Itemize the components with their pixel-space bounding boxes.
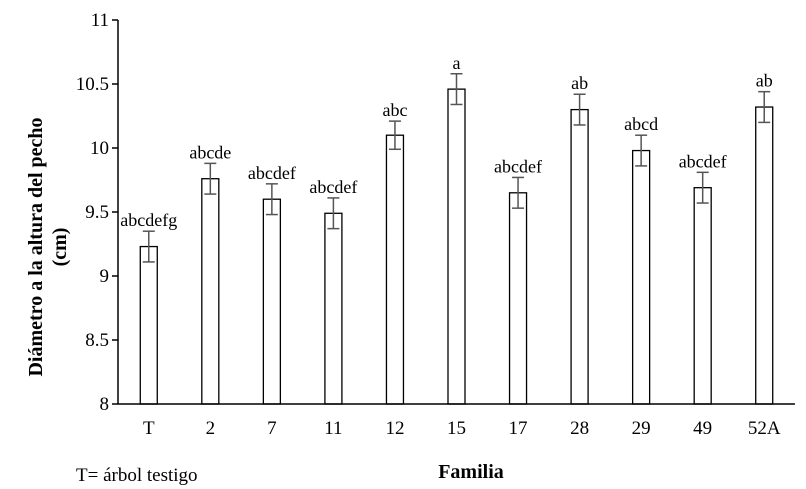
bar-28	[570, 108, 589, 405]
bar-17	[508, 192, 528, 405]
y-tick-label: 9	[100, 266, 110, 287]
significance-labels: abcdefg abcde abcdef abcdef abc a abcdef ab abcd…	[120, 53, 772, 230]
x-tick-label-7: 7	[267, 418, 277, 439]
x-tick-label-12: 12	[385, 418, 404, 439]
bar-52A	[755, 106, 774, 405]
bar-T	[139, 245, 158, 405]
significance-label-52A: ab	[756, 71, 773, 91]
y-tick-label: 8.5	[85, 330, 109, 351]
x-axis-ticks: T 2 7 11 12 15 17 28 29 49 52A	[143, 418, 781, 439]
y-axis-title-line2: (cm)	[49, 228, 71, 267]
x-tick-label-15: 15	[447, 418, 466, 439]
bar-11	[324, 212, 343, 405]
error-bars	[142, 73, 771, 263]
significance-label-17: abcdef	[494, 156, 542, 176]
y-axis-title-unit: (cm)	[49, 228, 71, 267]
x-tick-label-2: 2	[206, 418, 216, 439]
significance-label-49: abcdef	[679, 151, 727, 171]
significance-label-11: abcdef	[309, 177, 357, 197]
y-axis-ticks: 8 8.5 9 9.5 10 10.5 11	[76, 10, 118, 415]
y-tick-label: 10	[90, 138, 109, 159]
x-tick-label-52A: 52A	[748, 418, 781, 439]
significance-label-T: abcdefg	[120, 210, 177, 230]
significance-label-29: abcd	[624, 114, 658, 134]
y-tick-label: 9.5	[85, 202, 109, 223]
x-tick-label-49: 49	[693, 418, 712, 439]
x-axis-title: Familia	[438, 461, 504, 483]
bar-29	[631, 149, 651, 405]
y-axis-title-line1: Diámetro a la altura del pecho	[25, 117, 47, 376]
significance-label-7: abcdef	[248, 163, 296, 183]
significance-label-2: abcde	[189, 142, 231, 162]
bar-15	[447, 88, 466, 405]
bars	[139, 88, 774, 405]
y-tick-label: 8	[100, 394, 110, 415]
x-tick-label-11: 11	[324, 418, 342, 439]
bar-12	[385, 134, 405, 405]
x-tick-label-28: 28	[570, 418, 589, 439]
bar-49	[693, 187, 712, 405]
y-tick-label: 11	[91, 10, 109, 31]
significance-label-12: abc	[382, 100, 407, 120]
bar-7	[262, 198, 282, 405]
x-tick-label-29: 29	[632, 418, 651, 439]
y-tick-label: 10.5	[76, 74, 109, 95]
bar-2	[201, 178, 220, 405]
x-tick-label-17: 17	[509, 418, 528, 439]
x-tick-label-T: T	[143, 418, 155, 439]
footnote: T= árbol testigo	[76, 465, 198, 486]
y-axis-title: Diámetro a la altura del pecho	[25, 117, 47, 376]
significance-label-28: ab	[571, 73, 588, 93]
significance-label-15: a	[453, 53, 461, 73]
